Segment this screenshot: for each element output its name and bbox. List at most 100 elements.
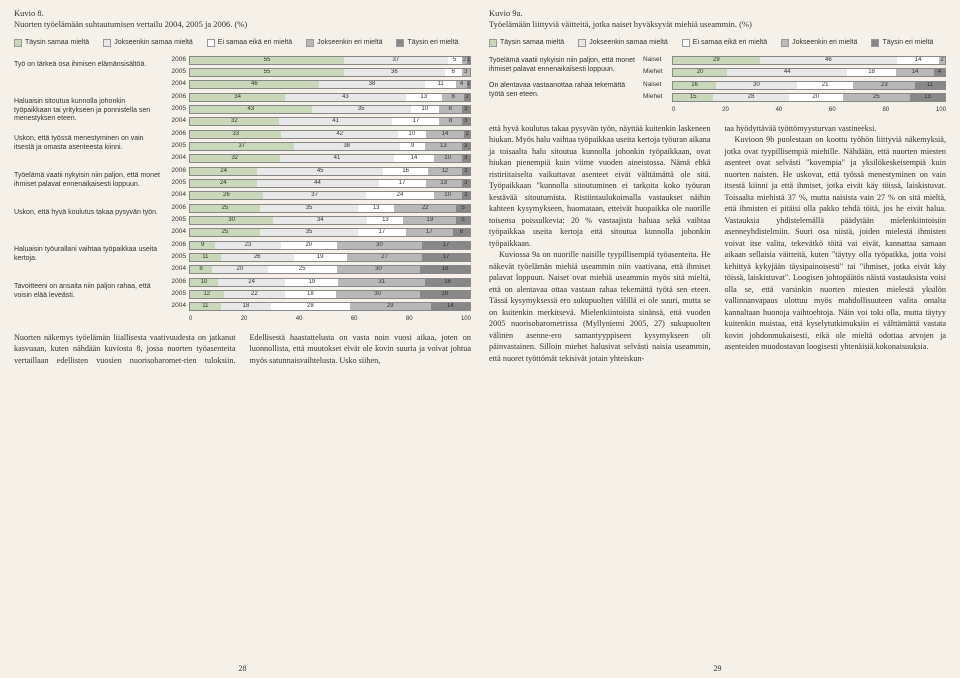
bars-col: Naiset2946142Miehet204418144 [643, 55, 946, 78]
bar-segment: 41 [280, 155, 395, 162]
bar-segment: 43 [285, 94, 405, 101]
bar-segment: 4 [934, 69, 945, 76]
bars-col: 200625351322520053034131952004253517176 [168, 203, 471, 238]
row-label: Haluaisin sitoutua kunnolla johonkin työ… [14, 92, 162, 123]
bar-segment: 3 [462, 143, 470, 150]
page-num-left: 28 [14, 660, 471, 674]
bar-segment: 35 [260, 205, 358, 212]
bar-line: 200543351083 [168, 104, 471, 115]
bar-segment: 9 [190, 242, 215, 249]
bar-segment: 3 [462, 168, 470, 175]
stacked-bar: 324114103 [189, 154, 471, 163]
stacked-bar: 820253018 [189, 265, 471, 274]
bar-segment: 26 [190, 192, 263, 199]
stacked-bar: 5537521 [189, 56, 471, 65]
body-right-col2: taa hyödyttävää työttömyysturvan vastine… [725, 123, 947, 660]
row-label: On alentavaa vastaanottaa rahaa tekemätt… [489, 80, 637, 99]
legend-swatch [781, 39, 789, 47]
year-label: 2006 [168, 204, 186, 212]
bar-line: 2005303413195 [168, 215, 471, 226]
row-label: Työ on tärkeä osa ihmisen elämänsisältöä… [14, 55, 162, 69]
bar-segment: 32 [190, 155, 280, 162]
bar-segment: 5 [456, 205, 470, 212]
legend-swatch [14, 39, 22, 47]
year-label: 2005 [168, 179, 186, 187]
bar-line: 2005553663 [168, 67, 471, 78]
legend-item: Täysin eri mieltä [871, 38, 933, 47]
axis-tick: 60 [829, 107, 836, 115]
bar-segment: 45 [257, 168, 383, 175]
chart-row: Työ on tärkeä osa ihmisen elämänsisältöä… [14, 55, 471, 90]
legend-label: Jokseenkin eri mieltä [317, 38, 382, 47]
bar-segment: 4 [456, 81, 467, 88]
bar-segment: 17 [392, 118, 439, 125]
bar-segment: 3 [462, 180, 470, 187]
bar-line: 20065537521 [168, 55, 471, 66]
chart9a: Työelämä vaatii nykyisin niin paljon, et… [489, 55, 946, 115]
stacked-bar: 1630212311 [672, 81, 946, 90]
bar-segment: 37 [344, 57, 448, 64]
bar-segment: 16 [383, 168, 428, 175]
chart-row: Työelämä vaatii nykyisin niin paljon, et… [489, 55, 946, 78]
legend-label: Jokseenkin eri mieltä [792, 38, 857, 47]
bar-segment: 24 [366, 192, 433, 199]
legend-item: Jokseenkin eri mieltä [306, 38, 382, 47]
bar-segment: 24 [190, 180, 257, 187]
bar-segment: 10 [434, 155, 462, 162]
bar-segment: 13 [358, 205, 394, 212]
axis-tick: 40 [296, 316, 303, 324]
axis-tick: 100 [461, 316, 471, 324]
bar-segment: 5 [456, 217, 470, 224]
bar-segment: 3 [462, 106, 470, 113]
stacked-bar: 253517176 [189, 228, 471, 237]
bar-segment: 18 [847, 69, 896, 76]
bar-segment: 3 [462, 118, 470, 125]
row-label: Tavoitteeni on ansaita niin paljon rahaa… [14, 277, 162, 300]
chart-row: Uskon, että hyvä koulutus takaa pysyvän … [14, 203, 471, 238]
bar-line: Miehet204418144 [643, 67, 946, 78]
kuvio-title-text-r: Työelämään liittyviä väitteitä, jotka na… [489, 19, 752, 29]
bar-segment: 3 [462, 192, 470, 199]
bar-segment: 12 [428, 168, 462, 175]
bar-segment: 32 [190, 118, 279, 125]
bar-segment: 10 [190, 279, 218, 286]
bar-segment: 18 [420, 291, 470, 298]
year-label: 2006 [168, 93, 186, 101]
bars-col: 2006923203017200511261927172004820253018 [168, 240, 471, 275]
bar-segment: 34 [273, 217, 367, 224]
bar-segment: 6 [453, 229, 470, 236]
year-label: 2004 [168, 302, 186, 310]
bar-segment: 13 [367, 217, 403, 224]
bar-segment: 24 [218, 279, 285, 286]
bar-segment: 14 [897, 57, 939, 64]
bar-segment: 46 [190, 81, 319, 88]
bar-segment: 18 [221, 303, 271, 310]
legend-label: Täysin eri mieltä [882, 38, 933, 47]
axis-tick: 0 [672, 107, 675, 115]
bar-segment: 17 [406, 229, 454, 236]
year-label: 2005 [168, 105, 186, 113]
legend-item: Jokseenkin samaa mieltä [103, 38, 193, 47]
axis-tick: 60 [351, 316, 358, 324]
bar-segment: 11 [190, 254, 221, 261]
bar-segment: 20 [673, 69, 727, 76]
bar-segment: 2 [464, 131, 470, 138]
bar-segment: 1 [467, 81, 470, 88]
stacked-bar: 32411783 [189, 117, 471, 126]
bar-segment: 19 [403, 217, 456, 224]
legend-label: Ei samaa eikä eri mieltä [693, 38, 767, 47]
bar-line: 20051126192717 [168, 252, 471, 263]
year-label: 2006 [168, 241, 186, 249]
year-label: 2005 [168, 290, 186, 298]
bar-segment: 29 [673, 57, 760, 64]
legend-swatch [578, 39, 586, 47]
bar-segment: 30 [337, 266, 420, 273]
chart-row: Haluaisin työurallani vaihtaa työpaikkaa… [14, 240, 471, 275]
bar-segment: 9 [400, 143, 425, 150]
axis-tick: 100 [936, 107, 946, 115]
body-paragraph: Kuviossa 9a on nuorille naisille tyypill… [489, 249, 711, 364]
bars-col: Naiset1630212311Miehet1528202513 [643, 80, 946, 103]
bar-segment: 22 [394, 205, 456, 212]
chart-row: Työelämä vaatii nykyisin niin paljon, et… [14, 166, 471, 201]
bar-segment: 10 [398, 131, 426, 138]
